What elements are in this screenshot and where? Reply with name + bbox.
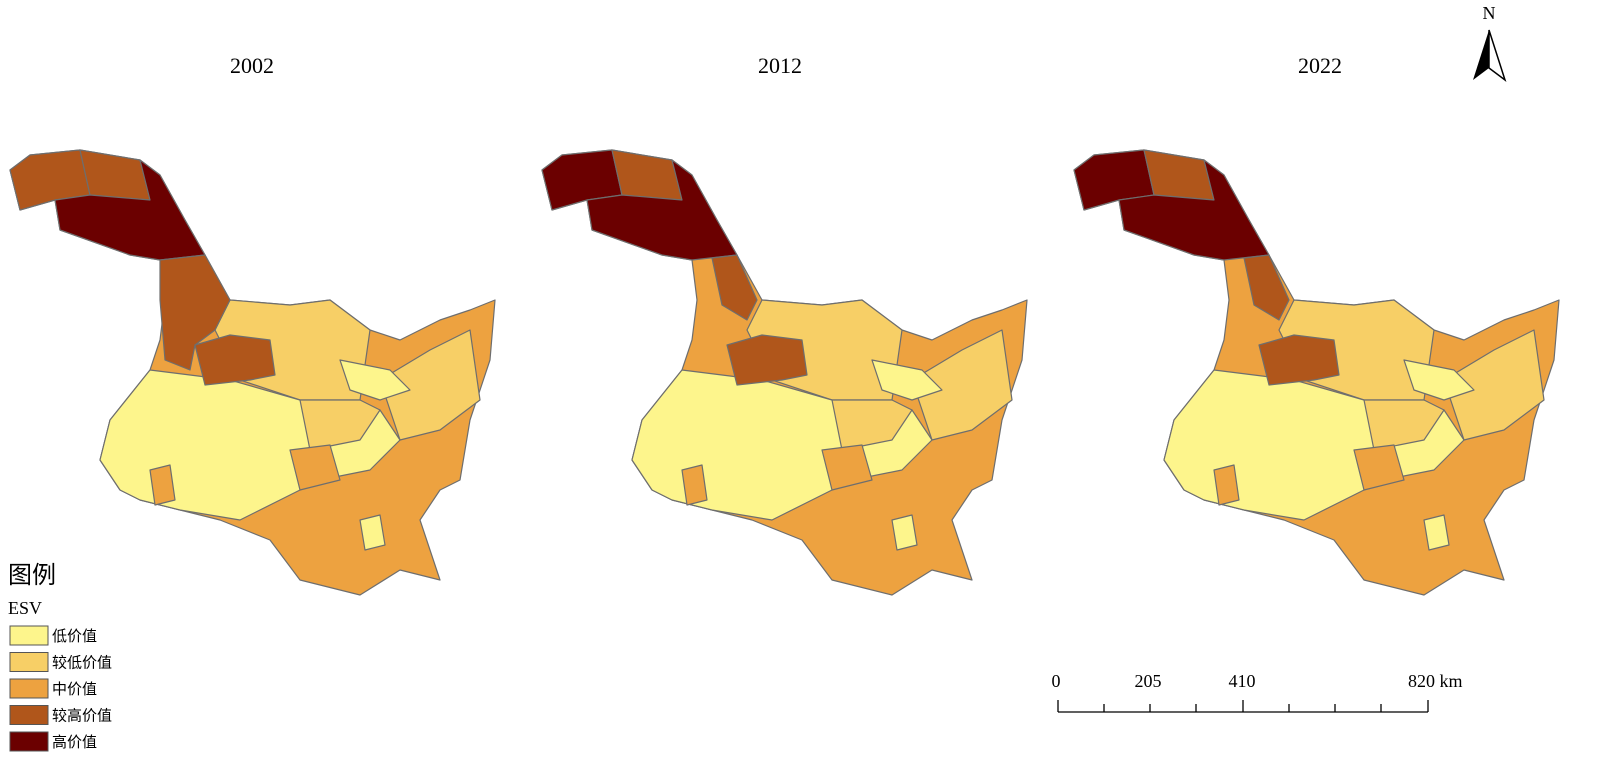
legend-swatch [9,625,49,646]
north-label: N [1483,3,1496,23]
legend-label: 低价值 [52,627,97,645]
map-2012 [541,149,1027,595]
legend-title: 图例 [8,561,56,589]
legend-swatch [9,731,49,752]
map-2002 [9,149,495,595]
legend-label: 中价值 [52,680,97,698]
scale-label: 820 km [1408,671,1463,691]
legend-swatch [9,705,49,725]
legend-label: 较低价值 [52,654,112,672]
legend-swatch [9,652,49,672]
scale-label: 0 [1052,671,1061,691]
map-2022 [1073,149,1559,595]
legend-field: ESV [8,598,42,618]
map-title: 2022 [1298,53,1342,78]
map-title: 2002 [230,53,274,78]
scale-label: 410 [1229,671,1256,691]
legend-swatch [9,678,49,699]
legend-label: 高价值 [52,733,97,751]
north-arrow: N [1473,3,1507,83]
scale-bar [1057,700,1429,713]
map-title: 2012 [758,53,802,78]
scale-label: 205 [1135,671,1162,691]
legend-label: 较高价值 [52,707,112,725]
